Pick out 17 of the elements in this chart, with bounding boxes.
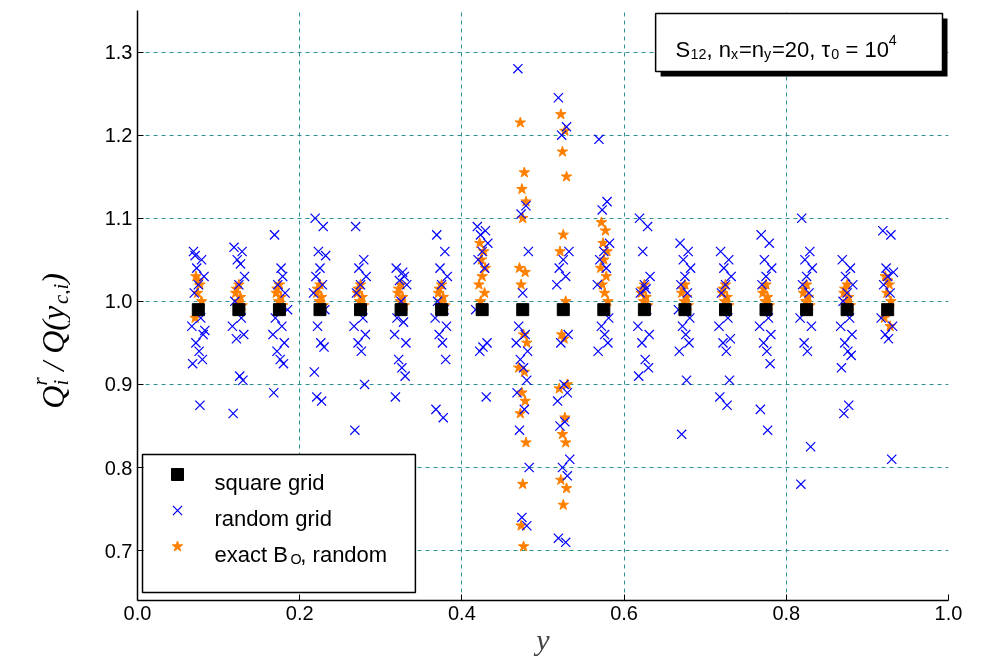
legend-label: square grid — [214, 470, 325, 495]
x-tick-label: 0.2 — [285, 601, 314, 624]
x-tick-label: 1.0 — [934, 601, 963, 624]
x-tick-label: 0.6 — [610, 601, 639, 624]
x-tick-label: 0.0 — [123, 601, 152, 624]
x-tick-label: 0.8 — [772, 601, 801, 624]
x-axis-title: y — [533, 622, 551, 656]
y-tick-label: 1.0 — [104, 290, 133, 313]
y-tick-label: 0.8 — [104, 456, 133, 479]
legend-label: random grid — [214, 506, 332, 531]
y-tick-label: 0.7 — [104, 539, 133, 562]
y-tick-label: 1.1 — [104, 207, 133, 230]
y-axis-title: Qir / Q(yc,i) — [28, 273, 72, 409]
y-tick-label: 1.2 — [104, 124, 133, 147]
x-tick-label: 0.4 — [448, 601, 476, 624]
y-tick-label: 1.3 — [104, 41, 133, 64]
y-tick-label: 0.9 — [104, 373, 133, 396]
